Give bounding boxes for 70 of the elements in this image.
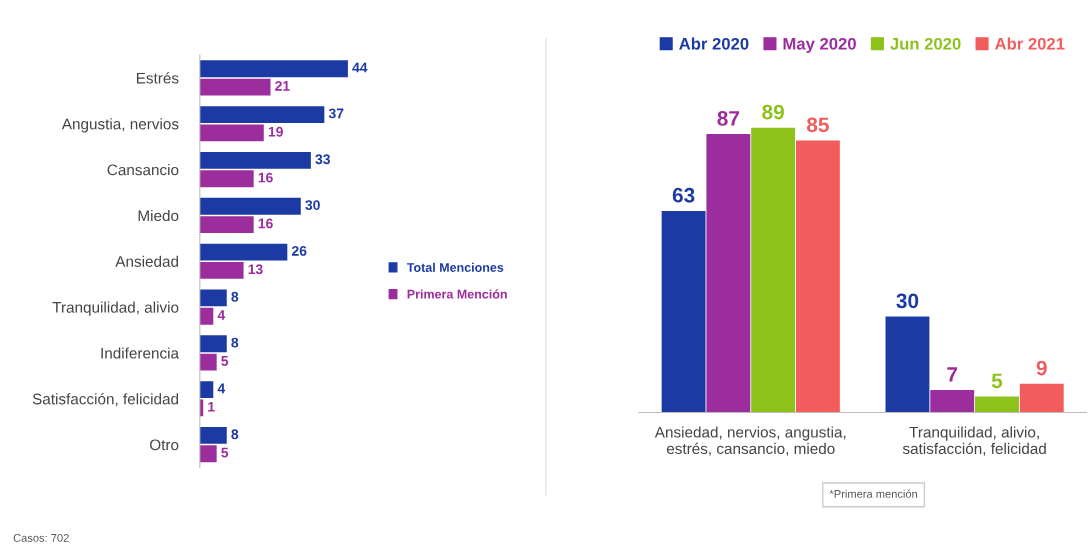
legend-label: Primera Mención: [407, 289, 507, 299]
y-tick-label: Estrés: [136, 72, 179, 84]
bar: [199, 60, 348, 78]
bar: [199, 289, 227, 307]
data-label: 63: [672, 187, 695, 203]
data-label: 8: [231, 291, 239, 302]
data-label: 16: [258, 218, 273, 229]
bar: [199, 307, 214, 325]
data-label: 13: [248, 264, 263, 275]
text: Casos: 702: [13, 533, 69, 542]
bar: [199, 151, 311, 169]
x-tick-label: Ansiedad, nervios, angustia, estrés, cansancio, miedo: [654, 426, 846, 456]
bar: [199, 216, 254, 234]
data-label: 21: [275, 80, 290, 91]
data-label: 7: [947, 367, 958, 382]
legend-label: Jun 2020: [890, 37, 961, 50]
data-label: 8: [231, 429, 239, 440]
y-tick-label: Satisfacción, felicidad: [32, 393, 179, 407]
data-label: 87: [717, 111, 740, 126]
bar: [975, 396, 1019, 413]
data-label: 30: [896, 293, 919, 309]
bar: [199, 170, 254, 188]
legend-label: May 2020: [783, 37, 856, 53]
bar: [930, 390, 975, 413]
data-label: 33: [315, 154, 330, 165]
bar: [199, 106, 325, 124]
data-label: 4: [217, 310, 226, 320]
legend-label: Abr 2020: [679, 37, 749, 50]
bar: [199, 78, 271, 96]
text: *Primera mención: [829, 489, 918, 498]
bar: [199, 335, 227, 353]
bar: [795, 140, 840, 413]
data-label: 5: [221, 356, 229, 366]
data-label: 9: [1036, 360, 1047, 376]
data-label: 8: [231, 337, 239, 348]
data-label: 37: [328, 108, 344, 119]
bar: [661, 210, 706, 413]
y-tick-label: Miedo: [138, 209, 179, 222]
data-label: 26: [291, 245, 307, 256]
legend-label: Total Menciones: [406, 262, 504, 272]
bar: [706, 134, 751, 413]
y-tick-label: Cansancio: [107, 164, 179, 176]
y-tick-label: Otro: [150, 439, 179, 451]
y-tick-label: Angustia, nervios: [61, 118, 179, 133]
y-tick-label: Ansiedad: [115, 255, 179, 267]
legend-label: Abr 2021: [994, 37, 1065, 50]
bar: [199, 243, 288, 261]
data-label: 30: [305, 200, 320, 210]
bar: [199, 197, 301, 215]
x-tick-label: Tranquilidad, alivio, satisfacción, felicidad: [902, 426, 1046, 456]
bar: [885, 316, 930, 413]
bar: [751, 127, 796, 413]
bar: [199, 261, 244, 279]
data-label: 5: [991, 373, 1003, 389]
bar: [199, 381, 214, 399]
y-tick-label: Indiferencia: [101, 347, 180, 359]
bar: [199, 353, 217, 371]
data-label: 85: [806, 117, 829, 133]
data-label: 19: [268, 126, 283, 137]
bar: [1019, 383, 1064, 413]
data-label: 89: [762, 104, 784, 120]
data-label: 44: [352, 62, 368, 73]
bar: [199, 426, 227, 444]
data-label: 16: [258, 172, 273, 183]
bar: [199, 445, 217, 463]
y-tick-label: Tranquilidad, alivio: [52, 301, 179, 316]
data-label: 1: [208, 401, 215, 412]
bar: [199, 124, 264, 142]
data-label: 4: [217, 383, 226, 394]
data-label: 5: [221, 447, 229, 458]
